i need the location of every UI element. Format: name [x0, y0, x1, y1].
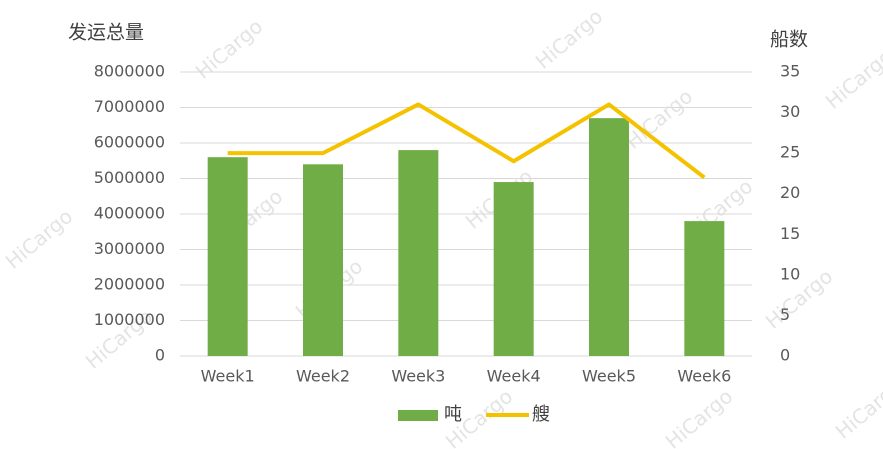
bar [493, 182, 534, 356]
bar [684, 221, 725, 356]
x-tick-label: Week5 [582, 367, 636, 386]
bar [398, 150, 439, 356]
x-tick-label: Week6 [677, 367, 731, 386]
bar [589, 118, 629, 357]
y2-tick-label: 35 [780, 62, 800, 81]
y2-tick-label: 20 [780, 183, 800, 202]
y2-tick-label: 30 [780, 102, 800, 121]
watermark: HiCargo [821, 44, 883, 114]
y2-tick-label: 10 [780, 264, 800, 283]
x-tick-label: Week2 [296, 367, 350, 386]
y-tick-label: 0 [155, 346, 165, 365]
line [227, 102, 706, 180]
legend-label: 艘 [532, 404, 550, 425]
y-tick-label: 5000000 [94, 168, 165, 187]
x-tick-label: Week4 [487, 367, 541, 386]
y2-tick-label: 0 [780, 346, 790, 365]
y2-tick-label: 25 [780, 143, 800, 162]
watermark: HiCargo [531, 4, 607, 74]
watermark: HiCargo [1, 204, 77, 274]
y-tick-label: 8000000 [94, 62, 165, 81]
x-tick-label: Week1 [201, 367, 255, 386]
y-tick-label: 1000000 [94, 310, 165, 329]
legend-label: 吨 [444, 404, 462, 425]
y2-tick-label: 5 [780, 305, 790, 324]
y-tick-label: 3000000 [94, 239, 165, 258]
legend-swatch [398, 410, 438, 421]
bar [207, 157, 248, 356]
y-tick-label: 6000000 [94, 133, 165, 152]
y-tick-label: 7000000 [94, 97, 165, 116]
watermark: HiCargo [661, 384, 737, 449]
watermark: HiCargo [831, 374, 883, 444]
y-tick-label: 4000000 [94, 204, 165, 223]
bar [303, 164, 343, 356]
y2-axis-title: 船数 [770, 29, 808, 51]
watermark: HiCargo [191, 14, 267, 84]
y-tick-label: 2000000 [94, 275, 165, 294]
y-axis-title: 发运总量 [68, 22, 144, 44]
y2-tick-label: 15 [780, 224, 800, 243]
x-tick-label: Week3 [391, 367, 445, 386]
